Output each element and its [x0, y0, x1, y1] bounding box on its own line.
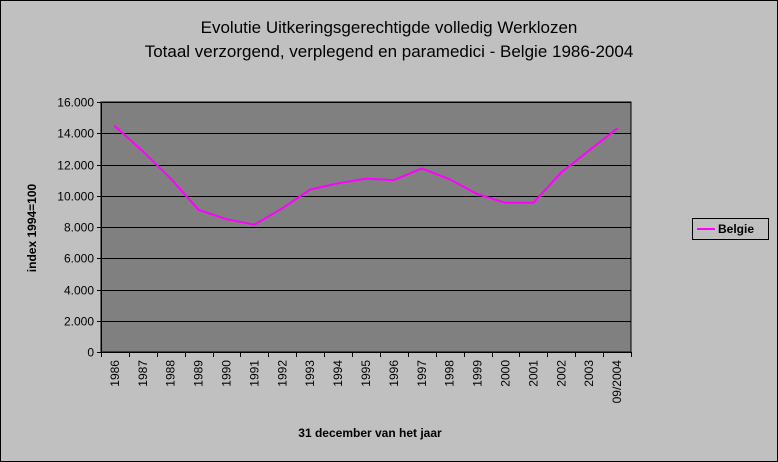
data-point	[365, 177, 367, 180]
x-tick-label: 1990	[220, 360, 234, 387]
x-tick-label: 1988	[164, 360, 178, 387]
data-point	[253, 223, 256, 226]
data-point	[616, 127, 619, 130]
legend: Belgie	[692, 218, 769, 240]
x-tick-label: 1992	[275, 360, 289, 387]
x-tick-label: 2001	[526, 360, 540, 387]
data-point	[141, 150, 144, 153]
data-point	[392, 179, 395, 182]
chart-subtitle: Totaal verzorgend, verplegend en paramed…	[144, 42, 634, 61]
data-point	[225, 218, 228, 221]
data-point	[532, 201, 535, 204]
data-point	[197, 208, 200, 211]
x-tick-label: 1995	[359, 360, 373, 387]
data-point	[476, 193, 479, 196]
data-point	[504, 201, 507, 204]
x-axis-label: 31 december van het jaar	[298, 426, 442, 440]
legend-label-belgie: Belgie	[718, 222, 755, 236]
x-tick-label: 1987	[136, 360, 150, 387]
x-tick-label: 1993	[303, 360, 317, 387]
data-point	[560, 171, 563, 174]
y-tick-label: 14.000	[57, 127, 94, 141]
x-tick-label: 1999	[471, 360, 485, 387]
y-tick-label: 2.000	[64, 315, 94, 329]
data-point	[337, 182, 340, 185]
data-point	[113, 125, 116, 128]
x-tick-label: 1996	[387, 360, 401, 387]
x-tick-label: 2002	[554, 360, 568, 387]
x-tick-label: 1986	[108, 360, 122, 387]
data-point	[448, 178, 451, 181]
y-tick-label: 0	[87, 346, 94, 360]
y-tick-label: 6.000	[64, 252, 94, 266]
y-axis-label: index 1994=100	[25, 183, 39, 273]
x-tick-label: 1998	[443, 360, 457, 387]
y-tick-label: 8.000	[64, 221, 94, 235]
x-tick-label: 1994	[331, 360, 345, 387]
data-point	[169, 177, 172, 180]
x-tick-label: 1991	[247, 360, 261, 387]
x-tick-label: 1997	[415, 360, 429, 387]
y-tick-label: 10.000	[57, 190, 94, 204]
chart-title: Evolutie Uitkeringsgerechtigde volledig …	[200, 18, 578, 37]
y-tick-label: 4.000	[64, 284, 94, 298]
x-tick-label: 2000	[498, 360, 512, 387]
x-tick-label: 2003	[582, 360, 596, 387]
y-tick-label: 12.000	[57, 159, 94, 173]
y-tick-label: 16.000	[57, 96, 94, 110]
data-point	[309, 188, 312, 191]
legend-swatch-belgie	[697, 228, 715, 230]
data-point	[281, 207, 284, 210]
x-tick-label: 09/2004	[610, 360, 624, 404]
data-point	[420, 167, 423, 170]
data-point	[588, 149, 591, 152]
x-tick-label: 1989	[192, 360, 206, 387]
